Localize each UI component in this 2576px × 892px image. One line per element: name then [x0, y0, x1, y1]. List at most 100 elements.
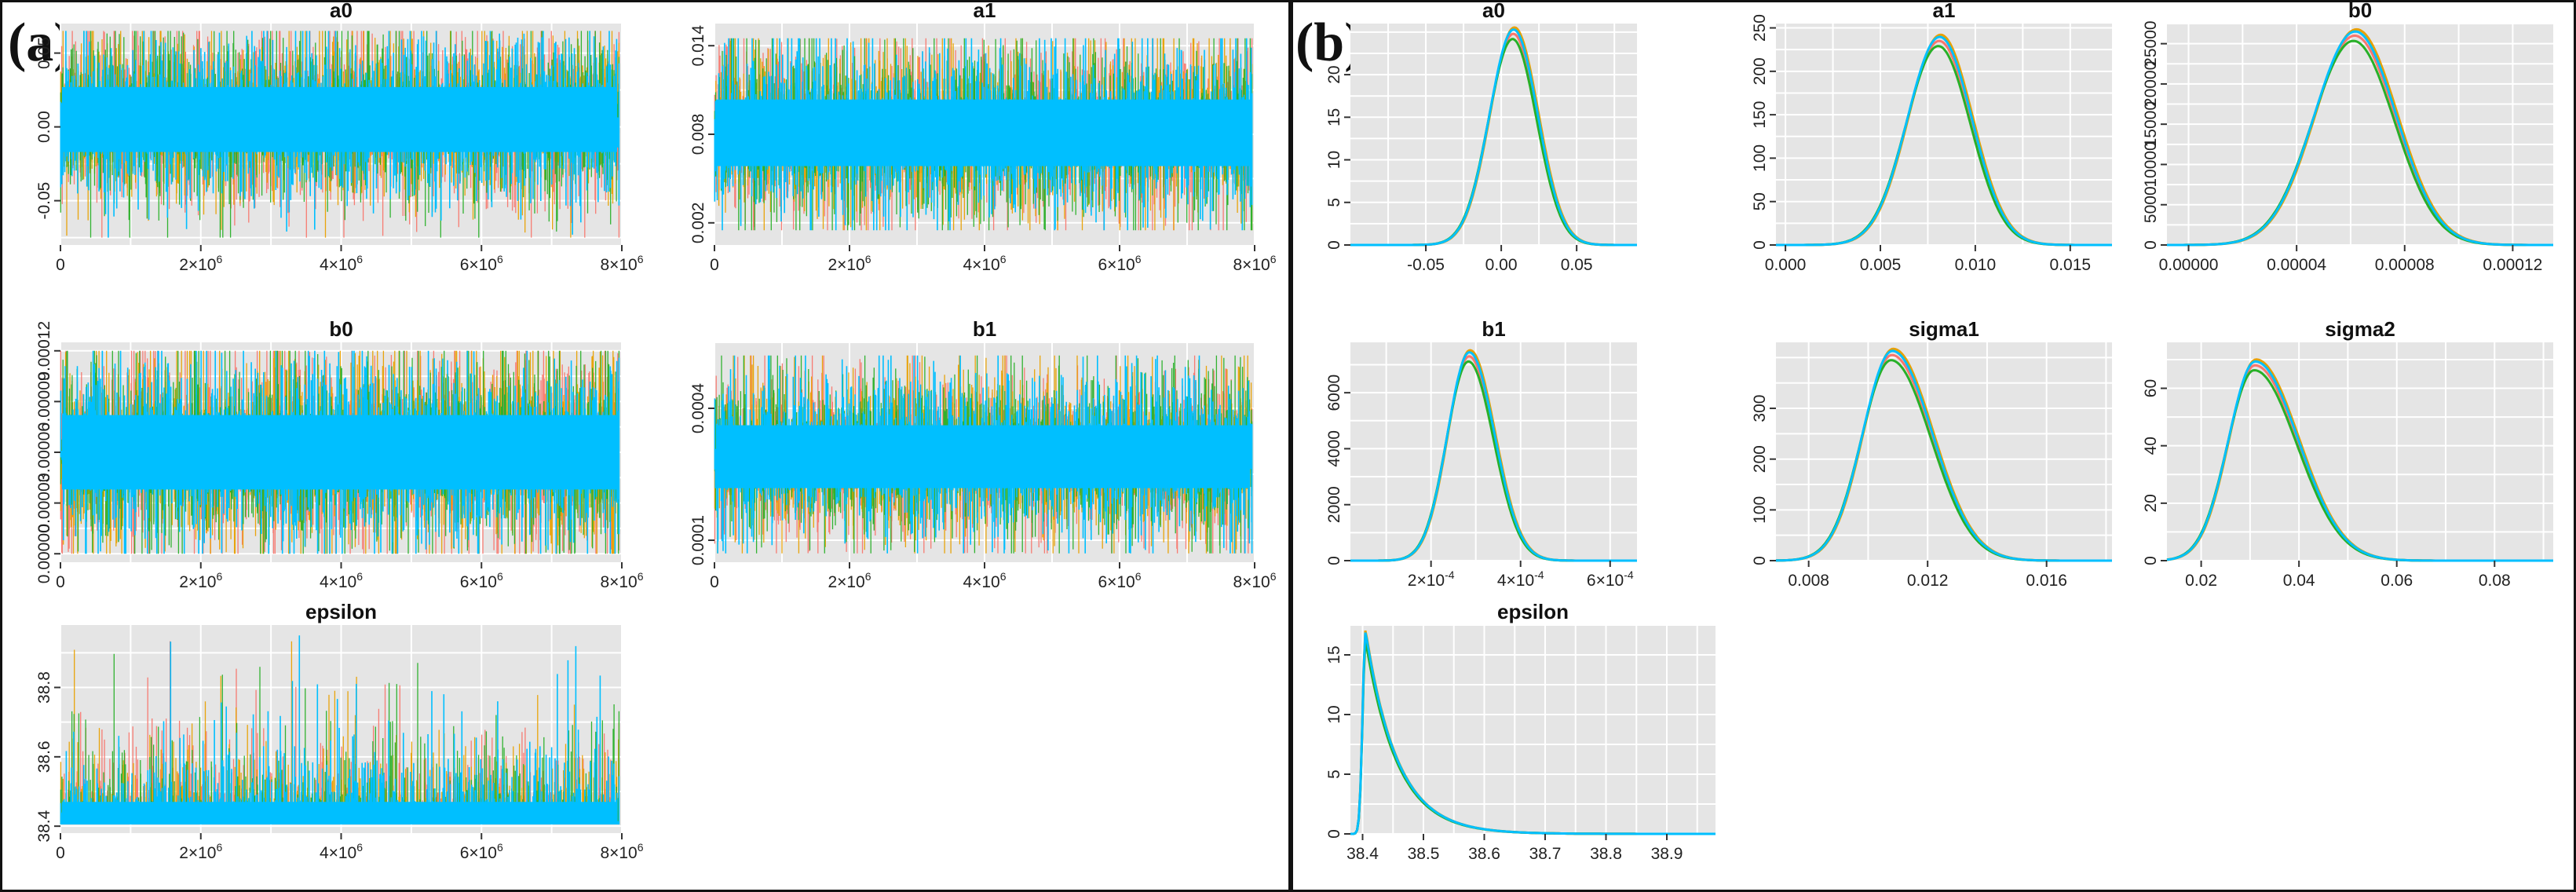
- x-tick-label: 0.00000: [2159, 256, 2219, 274]
- chart-a-epsilon: epsilon 0 2×106 4×106 6×106 8×106 38.4 38.6 38.8: [35, 600, 644, 862]
- x-tick-label: 38.9: [1651, 845, 1683, 863]
- chart-title: a0: [1482, 0, 1505, 22]
- plot-background: [1776, 342, 2112, 561]
- x-tick-label: 6×106: [1098, 253, 1141, 274]
- x-tick-label: 38.8: [1590, 845, 1622, 863]
- chart-b-b1: b1 2×10-4 4×10-4 6×10-4 0 2000 4000 6000: [1325, 317, 1637, 590]
- x-tick-label: 0.02: [2185, 572, 2217, 590]
- y-tick-label: 5: [1325, 770, 1343, 779]
- x-tick-label: 6×106: [1098, 570, 1141, 591]
- density-chain-4: [1350, 351, 1637, 562]
- density-chain-4: [1350, 632, 1716, 835]
- y-tick-label: 0.00012: [35, 321, 53, 381]
- x-tick-label: 4×106: [320, 841, 363, 862]
- trace-dense-band: [62, 86, 617, 152]
- x-tick-label: 2×106: [828, 253, 871, 274]
- plot-background: [1350, 24, 1637, 245]
- x-tick-exponent: 6: [356, 253, 363, 265]
- chart-b-sigma2: sigma2 0.02 0.04 0.06 0.08 0 20 40 60: [2142, 317, 2553, 590]
- chart-title: a1: [974, 0, 996, 22]
- x-tick-exponent: 6: [865, 570, 871, 583]
- chart-b-a0: a0 -0.05 0.00 0.05 0 5 10 15 20: [1325, 0, 1637, 274]
- x-tick-exponent: 6: [356, 841, 363, 854]
- plot-background: [2167, 24, 2553, 245]
- y-tick-label: 200: [1751, 57, 1769, 85]
- y-tick-label: 50: [1751, 192, 1769, 210]
- x-tick-exponent: -4: [1445, 568, 1455, 581]
- x-tick-exponent: 6: [638, 570, 644, 583]
- x-tick-label: 8×106: [1233, 570, 1276, 591]
- y-tick-label: 5000: [2142, 186, 2160, 223]
- x-tick-label: 6×106: [460, 841, 503, 862]
- x-tick-exponent: 6: [1270, 570, 1277, 583]
- x-tick-label: 0.05: [1561, 256, 1593, 274]
- chart-b-sigma1: sigma1 0.008 0.012 0.016 0 100 200 300: [1751, 317, 2112, 590]
- y-tick-label: 0: [1325, 556, 1343, 565]
- x-tick-label: 0: [710, 256, 719, 274]
- y-tick-label: 20000: [2142, 61, 2160, 107]
- x-tick-label: 0.06: [2381, 572, 2413, 590]
- x-tick-label: 0.008: [1788, 572, 1829, 590]
- chart-title: b0: [329, 317, 353, 341]
- trace-dense-band: [62, 415, 617, 490]
- x-tick-label: 38.5: [1408, 845, 1440, 863]
- y-tick-label: 15: [1325, 645, 1343, 664]
- x-tick-label: 0: [710, 573, 719, 591]
- y-tick-label: 10: [1325, 705, 1343, 723]
- x-tick-exponent: -4: [1534, 568, 1544, 581]
- x-tick-label: 0.04: [2283, 572, 2315, 590]
- chart-title: a1: [1933, 0, 1956, 22]
- x-tick-exponent: 6: [497, 570, 503, 583]
- y-tick-label: 38.6: [35, 740, 53, 773]
- y-tick-label: 100: [1751, 144, 1769, 172]
- density-chain-4: [1776, 35, 2112, 247]
- plot-background: [1350, 342, 1637, 561]
- x-tick-exponent: 6: [638, 841, 644, 854]
- x-tick-label: 8×106: [1233, 253, 1276, 274]
- chart-title: b1: [1482, 317, 1505, 341]
- y-tick-label: 2000: [1325, 486, 1343, 523]
- x-tick-label: 4×106: [320, 253, 363, 274]
- y-tick-label: 0: [1325, 240, 1343, 250]
- chart-title: sigma2: [2325, 317, 2395, 341]
- y-tick-label: 0.00000: [35, 524, 53, 583]
- x-tick-label: 0.08: [2479, 572, 2511, 590]
- x-tick-exponent: 6: [356, 570, 363, 583]
- x-tick-label: 38.4: [1346, 845, 1379, 863]
- y-tick-label: 0.008: [689, 114, 707, 155]
- density-chain-4: [2166, 360, 2553, 562]
- x-tick-exponent: 6: [217, 841, 223, 854]
- y-tick-label: 20: [2142, 494, 2160, 512]
- x-tick-label: 38.6: [1468, 845, 1500, 863]
- density-chain-4: [1350, 28, 1637, 247]
- y-tick-label: 250: [1751, 14, 1769, 42]
- x-tick-label: 0.00004: [2267, 256, 2326, 274]
- y-tick-label: 0.00009: [35, 371, 53, 431]
- x-tick-label: 6×106: [460, 570, 503, 591]
- x-tick-label: 2×106: [828, 570, 871, 591]
- x-tick-label: 8×106: [600, 841, 643, 862]
- y-tick-label: 0: [2142, 556, 2160, 565]
- plot-background: [1350, 625, 1716, 834]
- density-chain-4: [1775, 349, 2112, 562]
- y-tick-label: 0.0004: [689, 383, 707, 434]
- chart-title: sigma1: [1909, 317, 1979, 341]
- x-tick-label: 4×106: [320, 570, 363, 591]
- x-tick-exponent: 6: [1000, 570, 1007, 583]
- x-tick-label: 0.012: [1907, 572, 1949, 590]
- y-tick-label: 0.00: [35, 111, 53, 143]
- x-tick-label: 0: [56, 256, 65, 274]
- y-tick-label: 15000: [2142, 101, 2160, 147]
- x-tick-label: 0.00008: [2375, 256, 2435, 274]
- x-tick-label: 0.00: [1485, 256, 1518, 274]
- x-tick-label: 6×10-4: [1587, 568, 1634, 590]
- x-tick-label: 8×106: [600, 253, 643, 274]
- x-tick-label: 0: [56, 573, 65, 591]
- chart-title: a0: [330, 0, 353, 22]
- y-tick-label: 4000: [1325, 430, 1343, 467]
- y-tick-label: 0.014: [689, 25, 707, 67]
- chart-a-a1: a1 0 2×106 4×106 6×106 8×106 0.002 0.008 0.014: [689, 0, 1277, 274]
- y-tick-label: -0.05: [35, 182, 53, 220]
- x-tick-exponent: 6: [497, 253, 503, 265]
- x-tick-label: 6×106: [460, 253, 503, 274]
